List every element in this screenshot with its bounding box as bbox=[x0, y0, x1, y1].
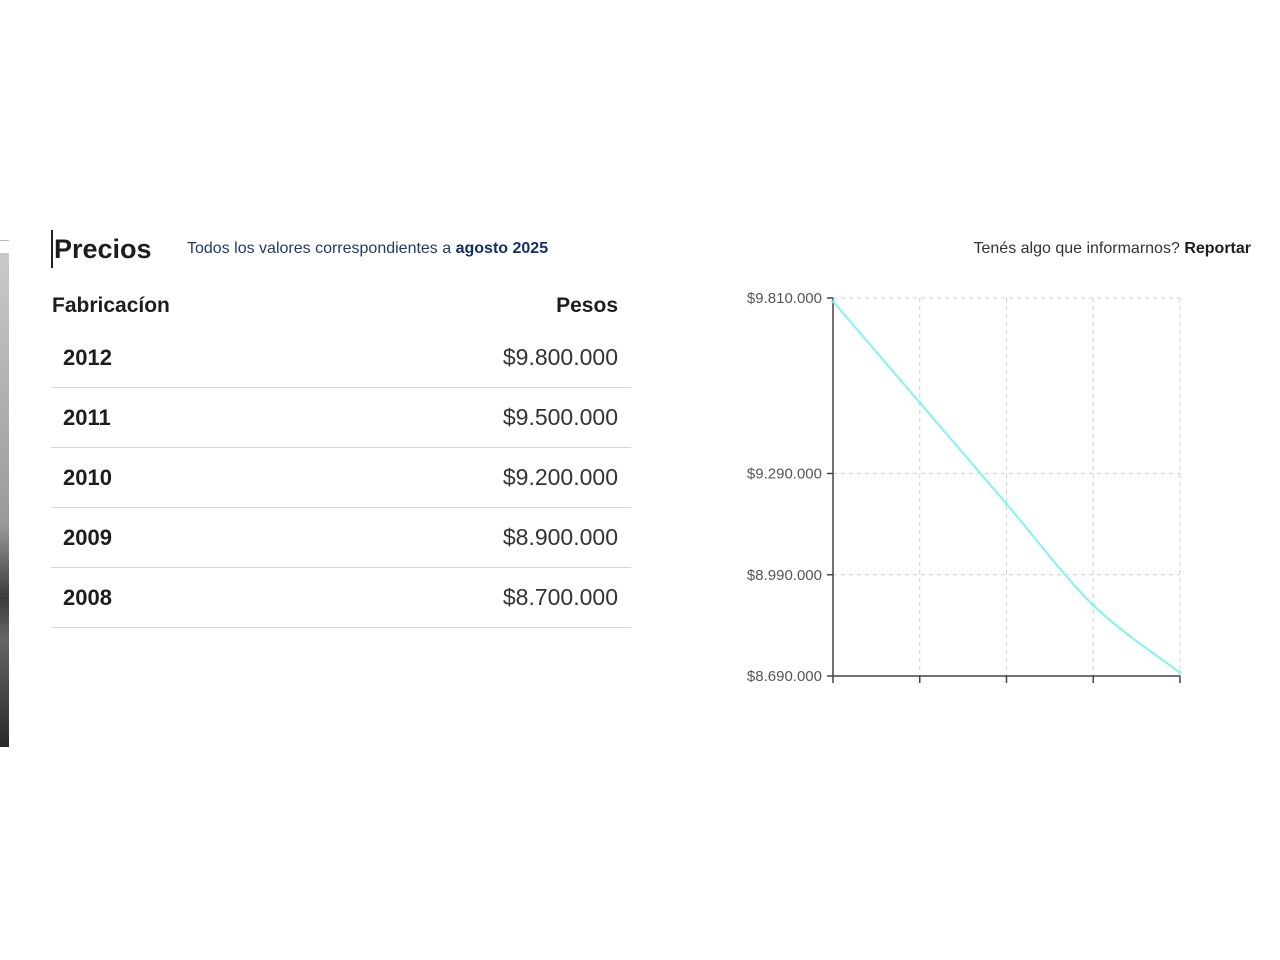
price-line-chart: $9.810.000 $9.290.000 $8.990.000 $8.690.000 bbox=[747, 290, 1182, 685]
page-title: Precios bbox=[54, 233, 152, 264]
data-point bbox=[831, 299, 835, 304]
vehicle-image-edge bbox=[0, 253, 9, 747]
data-point bbox=[917, 400, 922, 405]
section-heading: Precios bbox=[51, 230, 152, 268]
row-year: 2011 bbox=[63, 404, 111, 430]
table-row: 2012 $9.800.000 bbox=[51, 328, 631, 388]
row-year: 2008 bbox=[63, 584, 112, 610]
table-row: 2009 $8.900.000 bbox=[51, 508, 631, 568]
data-point bbox=[1091, 603, 1096, 608]
report-question: Tenés algo que informarnos? bbox=[973, 240, 1180, 257]
row-price: $9.200.000 bbox=[502, 464, 618, 490]
row-price: $8.900.000 bbox=[502, 524, 618, 550]
row-price: $9.800.000 bbox=[502, 344, 618, 370]
column-header-price: Pesos bbox=[556, 294, 618, 317]
y-tick-label: $9.290.000 bbox=[747, 466, 822, 483]
side-divider bbox=[0, 240, 9, 241]
subtitle-prefix: Todos los valores correspondientes a bbox=[187, 240, 452, 257]
report-prompt: Tenés algo que informarnos? Reportar bbox=[974, 240, 1252, 258]
y-tick-label: $8.690.000 bbox=[747, 668, 822, 685]
table-row: 2011 $9.500.000 bbox=[51, 388, 631, 448]
data-point bbox=[1178, 670, 1182, 675]
report-link[interactable]: Reportar bbox=[1184, 240, 1251, 257]
data-point bbox=[1004, 501, 1009, 506]
y-tick-label: $9.810.000 bbox=[747, 290, 822, 307]
table-row: 2008 $8.700.000 bbox=[51, 568, 631, 628]
row-year: 2009 bbox=[63, 524, 112, 550]
row-price: $8.700.000 bbox=[502, 584, 618, 610]
y-tick-label: $8.990.000 bbox=[747, 567, 822, 584]
prices-subtitle: Todos los valores correspondientes a ago… bbox=[187, 240, 548, 258]
prices-table: Fabricacíon Pesos 2012 $9.800.000 2011 $… bbox=[51, 284, 631, 628]
subtitle-period: agosto 2025 bbox=[455, 240, 549, 257]
table-row: 2010 $9.200.000 bbox=[51, 448, 631, 508]
row-price: $9.500.000 bbox=[502, 404, 618, 430]
column-header-year: Fabricacíon bbox=[52, 294, 170, 317]
row-year: 2012 bbox=[63, 344, 112, 370]
table-header: Fabricacíon Pesos bbox=[51, 284, 631, 328]
row-year: 2010 bbox=[63, 464, 112, 490]
